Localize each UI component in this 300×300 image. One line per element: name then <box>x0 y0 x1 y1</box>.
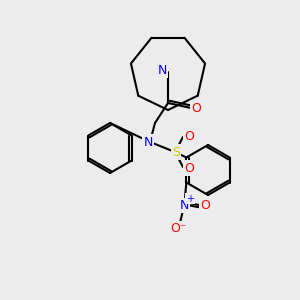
Text: S: S <box>172 146 180 158</box>
Text: N: N <box>157 64 167 76</box>
Text: N: N <box>143 136 153 148</box>
Text: O: O <box>191 101 201 115</box>
Text: +: + <box>186 194 194 203</box>
Text: O⁻: O⁻ <box>170 222 187 235</box>
Text: O: O <box>200 199 210 212</box>
Text: O: O <box>184 161 194 175</box>
Text: N: N <box>180 199 189 212</box>
Text: O: O <box>184 130 194 142</box>
